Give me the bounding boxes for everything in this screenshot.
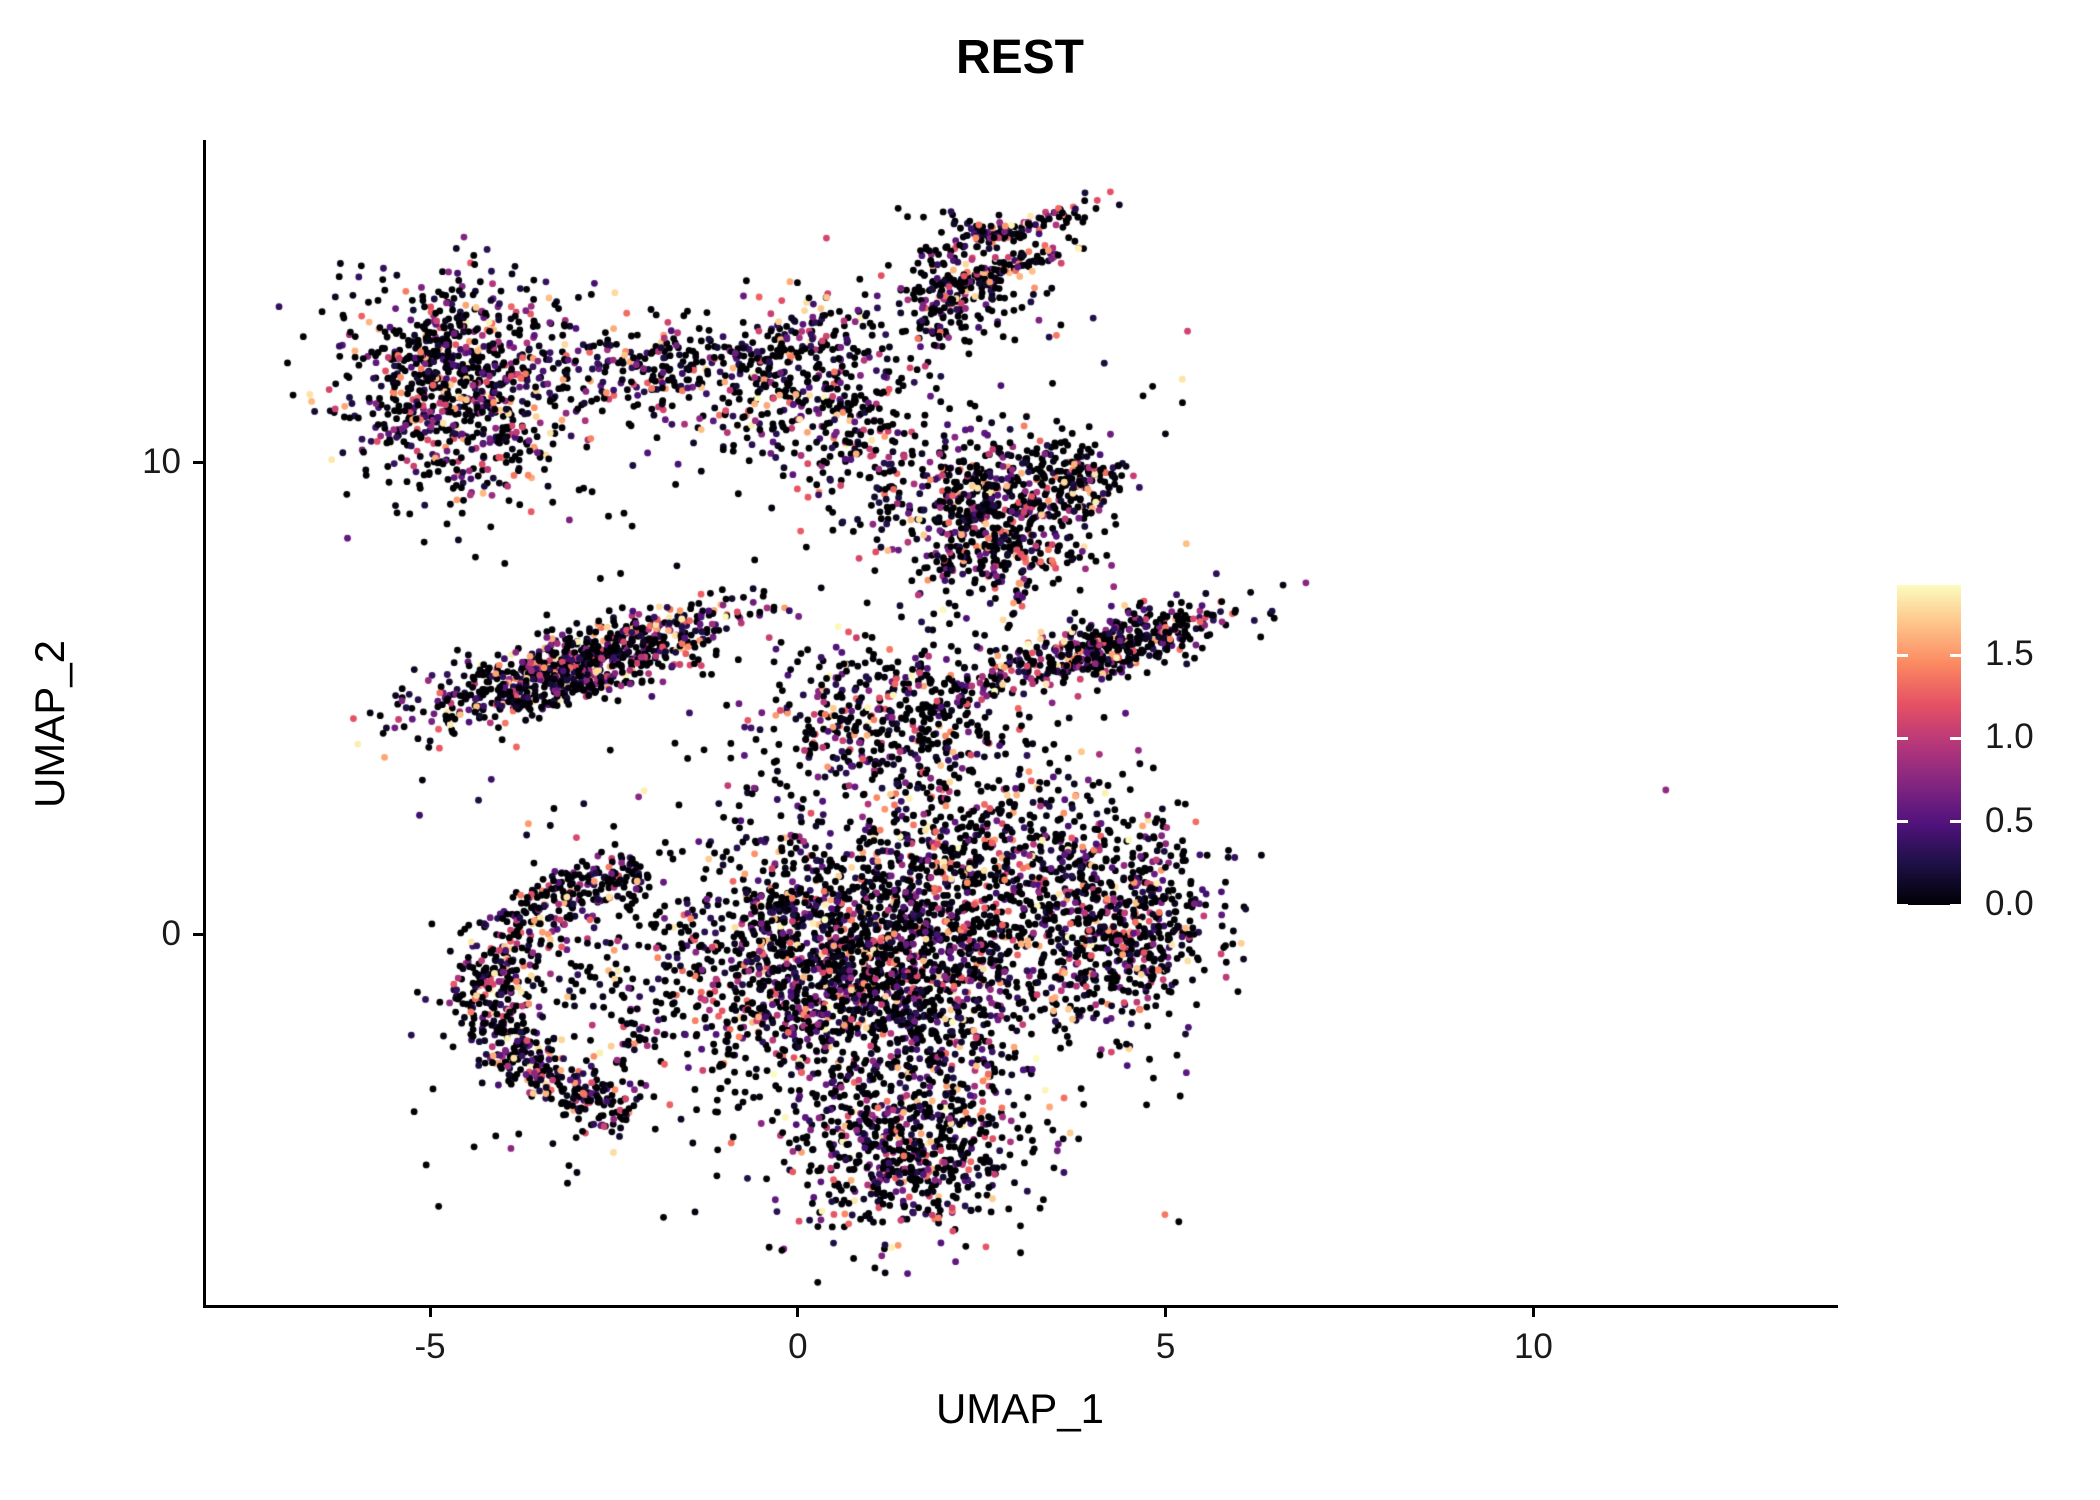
x-tick-mark bbox=[1164, 1305, 1168, 1317]
colorbar-tick-mark bbox=[1897, 653, 1908, 657]
x-tick-label: 5 bbox=[1155, 1327, 1176, 1366]
y-tick-label: 0 bbox=[161, 913, 181, 953]
colorbar-tick-mark bbox=[1897, 903, 1908, 907]
x-tick-label: -5 bbox=[414, 1327, 446, 1366]
y-axis-label: UMAP_2 bbox=[26, 639, 73, 809]
colorbar-tick-mark bbox=[1897, 736, 1908, 740]
x-tick-mark bbox=[428, 1305, 432, 1317]
colorbar-tick-mark bbox=[1897, 820, 1908, 824]
colorbar-legend: 0.0 0.5 1.0 1.5 bbox=[1897, 585, 2034, 923]
x-axis-line bbox=[203, 1305, 1838, 1308]
plot-area bbox=[205, 140, 1835, 1305]
x-axis-label: UMAP_1 bbox=[935, 1385, 1105, 1432]
colorbar-tick-mark bbox=[1950, 820, 1961, 824]
colorbar-tick-mark bbox=[1950, 653, 1961, 657]
colorbar-tick-label: 1.5 bbox=[1985, 634, 2034, 673]
colorbar-tick-mark bbox=[1950, 903, 1961, 907]
colorbar-tick-label: 0.5 bbox=[1985, 800, 2034, 840]
x-tick-label: 10 bbox=[1513, 1327, 1553, 1366]
scatter-canvas bbox=[205, 140, 1835, 1305]
y-tick-mark bbox=[193, 933, 205, 937]
x-tick-mark bbox=[1531, 1305, 1535, 1317]
y-tick-label: 10 bbox=[142, 441, 181, 481]
colorbar-tick-label: 0.0 bbox=[1985, 884, 2034, 923]
y-tick-mark bbox=[193, 461, 205, 465]
plot-title: REST bbox=[955, 31, 1084, 84]
x-tick-label: 0 bbox=[788, 1327, 808, 1366]
colorbar-gradient bbox=[1897, 585, 1961, 905]
colorbar-tick-mark bbox=[1950, 736, 1961, 740]
colorbar-tick-label: 1.0 bbox=[1985, 717, 2034, 757]
y-axis-line bbox=[203, 140, 206, 1308]
x-tick-mark bbox=[796, 1305, 800, 1317]
